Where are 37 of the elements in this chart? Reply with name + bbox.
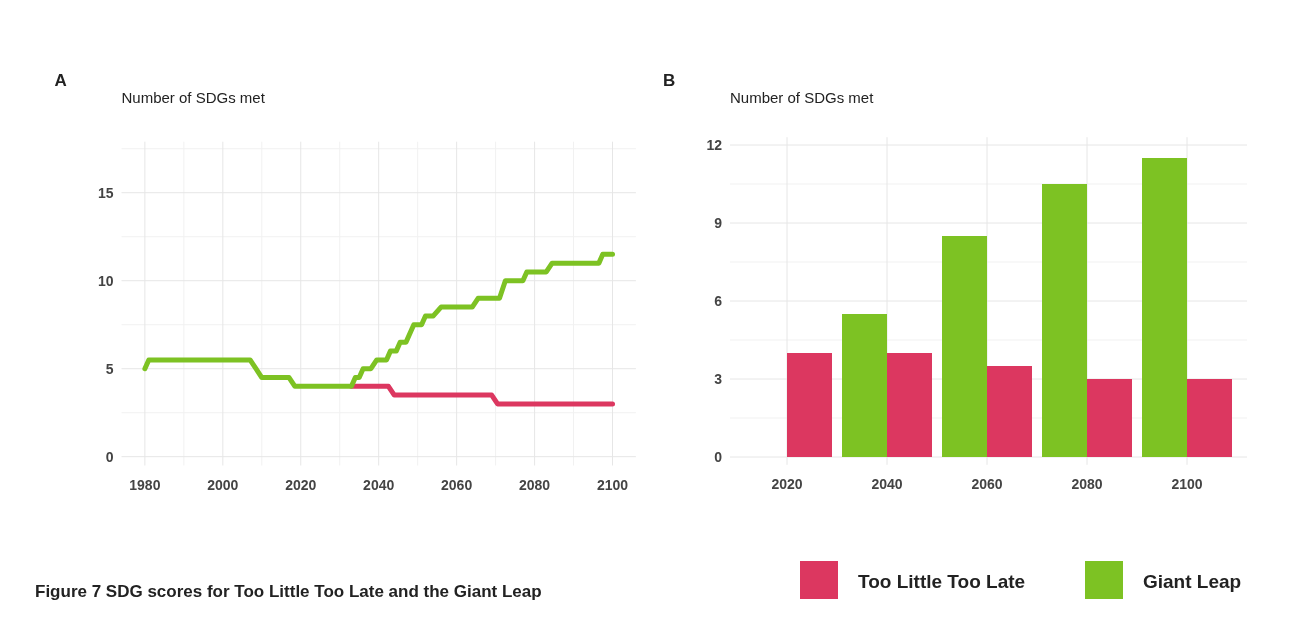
- chart-title: B: [663, 71, 676, 90]
- x-tick-label: 2060: [441, 476, 473, 493]
- legend-label: Giant Leap: [1143, 571, 1242, 592]
- x-tick-label: 2060: [971, 475, 1003, 492]
- y-tick-label: 15: [97, 184, 114, 201]
- y-tick-label: 3: [714, 370, 723, 387]
- x-tick-label: 2100: [596, 476, 629, 493]
- x-tick-label: 2040: [871, 475, 903, 492]
- x-tick-label: 2080: [519, 476, 551, 493]
- y-tick-label: 9: [714, 214, 723, 231]
- y-axis-title: Number of SDGs met: [730, 89, 875, 106]
- bar: [942, 236, 987, 457]
- x-tick-label: 2000: [207, 476, 239, 493]
- x-tick-label: 1980: [129, 476, 161, 493]
- x-tick-label: 2080: [1071, 475, 1103, 492]
- bar: [1142, 158, 1187, 457]
- bar: [887, 353, 932, 457]
- y-tick-label: 6: [714, 292, 723, 309]
- x-tick-label: 2020: [771, 475, 803, 492]
- chart-title: A: [54, 71, 67, 90]
- legend-label: Too Little Too Late: [858, 571, 1026, 592]
- y-tick-label: 0: [105, 448, 114, 465]
- x-tick-label: 2100: [1171, 475, 1203, 492]
- bar: [842, 314, 887, 457]
- x-tick-label: 2020: [285, 476, 317, 493]
- bar: [987, 366, 1032, 457]
- y-tick-label: 10: [97, 272, 114, 289]
- y-tick-label: 5: [105, 360, 114, 377]
- caption: Figure 7 SDG scores for Too Little Too Late and the Giant Leap: [35, 582, 542, 601]
- x-tick-label: 2040: [363, 476, 395, 493]
- y-tick-label: 12: [706, 136, 723, 153]
- bar: [1087, 379, 1132, 457]
- bar: [787, 353, 832, 457]
- y-tick-label: 0: [714, 448, 723, 465]
- bar: [1042, 184, 1087, 457]
- y-axis-title: Number of SDGs met: [121, 89, 266, 106]
- bar: [1187, 379, 1232, 457]
